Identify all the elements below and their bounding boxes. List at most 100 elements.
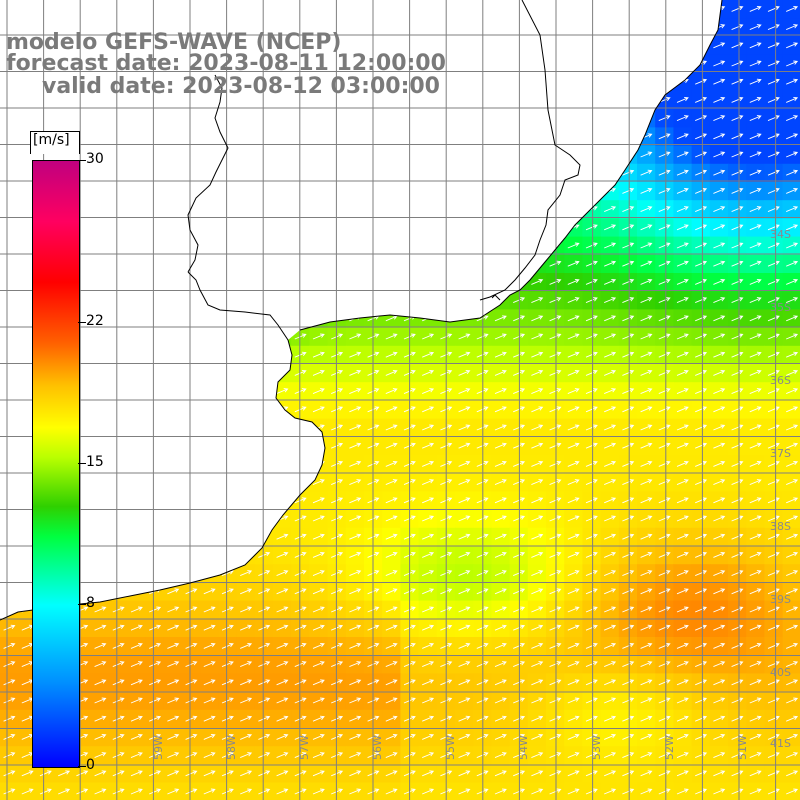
- wind-arrow: [676, 315, 689, 322]
- wind-arrow: [676, 206, 689, 213]
- wind-speed-cell: [254, 236, 274, 256]
- wind-arrow: [349, 460, 362, 467]
- wind-arrow: [221, 606, 234, 613]
- wind-arrow: [203, 351, 216, 358]
- wind-speed-cell: [182, 509, 201, 529]
- wind-arrow: [94, 206, 107, 213]
- wind-speed-cell: [491, 200, 511, 219]
- wind-arrow: [713, 715, 726, 722]
- wind-arrow: [567, 442, 580, 449]
- wind-arrow: [549, 315, 562, 322]
- wind-arrow: [622, 5, 635, 12]
- wind-arrow: [422, 133, 435, 140]
- wind-speed-cell: [309, 436, 329, 456]
- wind-arrow: [112, 388, 125, 395]
- wind-arrow: [604, 78, 617, 85]
- wind-arrow: [695, 260, 708, 267]
- longitude-label: 52W: [663, 735, 676, 760]
- wind-arrow: [3, 24, 16, 31]
- wind-arrow: [731, 96, 744, 103]
- wind-arrow: [494, 96, 507, 103]
- wind-arrow: [385, 242, 398, 249]
- wind-speed-cell: [91, 254, 110, 274]
- wind-arrow: [349, 224, 362, 231]
- wind-arrow: [713, 333, 726, 340]
- wind-arrow: [312, 406, 325, 413]
- wind-speed-cell: [109, 473, 128, 492]
- wind-arrow: [312, 697, 325, 704]
- wind-arrow: [385, 497, 398, 504]
- wind-arrow: [622, 770, 635, 777]
- wind-speed-cell: [200, 345, 219, 365]
- wind-arrow: [385, 333, 398, 340]
- wind-speed-cell: [618, 18, 638, 37]
- wind-arrow: [767, 770, 780, 777]
- wind-arrow: [622, 424, 635, 431]
- wind-speed-cell: [145, 236, 165, 256]
- wind-arrow: [749, 333, 762, 340]
- wind-speed-cell: [109, 109, 128, 128]
- wind-arrow: [695, 315, 708, 322]
- wind-arrow: [622, 406, 635, 413]
- wind-arrow: [112, 697, 125, 704]
- wind-arrow: [585, 333, 598, 340]
- wind-arrow: [185, 497, 198, 504]
- wind-speed-cell: [546, 36, 565, 56]
- wind-speed-cell: [109, 364, 128, 383]
- wind-arrow: [149, 642, 162, 649]
- wind-arrow: [240, 24, 253, 31]
- wind-speed-cell: [309, 273, 329, 292]
- wind-arrow: [312, 242, 325, 249]
- wind-arrow: [203, 151, 216, 158]
- wind-arrow: [658, 60, 671, 67]
- wind-arrow: [94, 497, 107, 504]
- wind-speed-cell: [127, 418, 147, 438]
- wind-speed-cell: [127, 291, 147, 310]
- wind-arrow: [713, 260, 726, 267]
- wind-arrow: [422, 661, 435, 668]
- wind-arrow: [676, 624, 689, 631]
- wind-arrow: [221, 169, 234, 176]
- wind-arrow: [130, 533, 143, 540]
- wind-arrow: [494, 551, 507, 558]
- wind-arrow: [167, 406, 180, 413]
- wind-speed-cell: [455, 291, 474, 310]
- wind-speed-cell: [127, 163, 147, 183]
- wind-arrow: [585, 96, 598, 103]
- wind-speed-cell: [163, 200, 183, 219]
- wind-arrow: [731, 333, 744, 340]
- wind-arrow: [385, 406, 398, 413]
- wind-arrow: [622, 697, 635, 704]
- wind-arrow: [21, 5, 34, 12]
- wind-arrow: [731, 278, 744, 285]
- wind-arrow: [149, 424, 162, 431]
- wind-arrow: [767, 187, 780, 194]
- wind-arrow: [221, 24, 234, 31]
- wind-arrow: [112, 551, 125, 558]
- wind-arrow: [422, 333, 435, 340]
- wind-speed-cell: [291, 218, 310, 238]
- wind-arrow: [167, 315, 180, 322]
- wind-arrow: [385, 115, 398, 122]
- wind-arrow: [385, 733, 398, 740]
- wind-arrow: [713, 661, 726, 668]
- wind-arrow: [458, 442, 471, 449]
- wind-speed-cell: [127, 0, 147, 19]
- wind-arrow: [658, 406, 671, 413]
- wind-arrow: [349, 515, 362, 522]
- wind-arrow: [130, 715, 143, 722]
- wind-speed-cell: [200, 473, 219, 492]
- wind-arrow: [513, 224, 526, 231]
- wind-arrow: [513, 5, 526, 12]
- wind-arrow: [221, 679, 234, 686]
- wind-speed-cell: [236, 436, 256, 456]
- wind-speed-cell: [546, 0, 565, 19]
- wind-arrow: [149, 5, 162, 12]
- wind-arrow: [640, 115, 653, 122]
- wind-arrow: [185, 515, 198, 522]
- wind-speed-cell: [273, 109, 292, 128]
- wind-arrow: [240, 5, 253, 12]
- wind-speed-cell: [163, 527, 183, 547]
- wind-arrow: [258, 133, 271, 140]
